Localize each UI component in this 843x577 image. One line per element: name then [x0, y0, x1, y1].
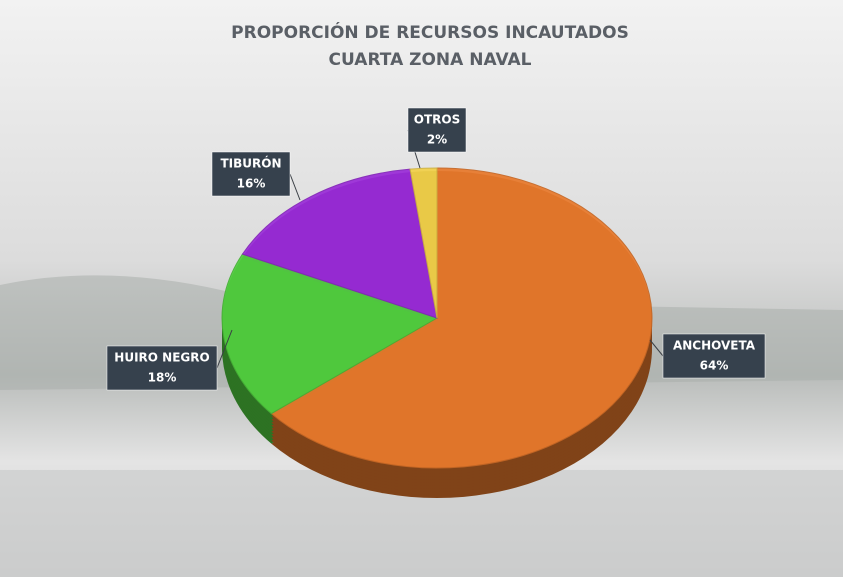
category-label: TIBURÓN — [220, 156, 281, 171]
chart-subtitle: CUARTA ZONA NAVAL — [329, 50, 532, 70]
chart-title: PROPORCIÓN DE RECURSOS INCAUTADOS — [231, 21, 629, 43]
chart: PROPORCIÓN DE RECURSOS INCAUTADOS CUARTA… — [0, 0, 843, 577]
pie — [222, 168, 652, 498]
page: PROPORCIÓN DE RECURSOS INCAUTADOS CUARTA… — [0, 0, 843, 577]
value-label: 64% — [700, 359, 729, 373]
value-label: 2% — [427, 133, 447, 147]
value-label: 18% — [148, 371, 177, 385]
value-label: 16% — [237, 177, 266, 191]
category-label: OTROS — [414, 113, 460, 127]
category-label: HUIRO NEGRO — [114, 351, 209, 365]
category-label: ANCHOVETA — [673, 339, 756, 353]
